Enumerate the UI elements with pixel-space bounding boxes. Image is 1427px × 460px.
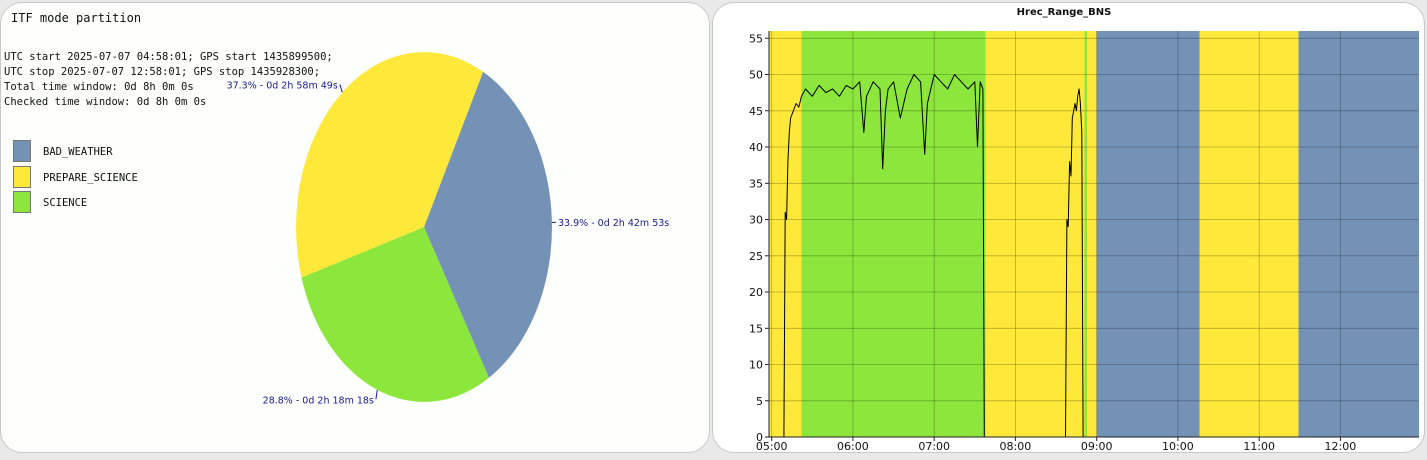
legend-swatch-science bbox=[13, 191, 31, 213]
legend-label-science: SCIENCE bbox=[43, 197, 88, 209]
pie-slice-bad-weather bbox=[424, 71, 552, 378]
line-chart: Hrec_Range_BNS 0 5 10 15 20 25 30 35 40 45 50 55 05… bbox=[749, 7, 1419, 452]
pie-label-prepare-science: 37.3% - 0d 2h 58m 49s bbox=[227, 81, 338, 92]
legend-label-prepare-science: PREPARE_SCIENCE bbox=[43, 172, 138, 184]
utc-stop-info: UTC stop 2025-07-07 12:58:01; GPS stop 1… bbox=[4, 66, 321, 78]
y-tick-label-35: 35 bbox=[749, 177, 763, 190]
line-chart-title: Hrec_Range_BNS bbox=[1017, 7, 1112, 18]
x-tick-label-11-00: 11:00 bbox=[1243, 440, 1275, 452]
x-tick-label-07-00: 07:00 bbox=[918, 440, 950, 452]
y-tick-label-55: 55 bbox=[749, 32, 763, 45]
x-tick-label-06-00: 06:00 bbox=[837, 440, 869, 452]
pie-label-science: 28.8% - 0d 2h 18m 18s bbox=[263, 395, 374, 406]
series-line-segment-2 bbox=[1065, 88, 1084, 438]
y-tick-label-45: 45 bbox=[749, 105, 763, 118]
y-tick-label-20: 20 bbox=[749, 286, 763, 299]
pie-label-leader-prepare-science bbox=[339, 84, 343, 93]
line-panel: Hrec_Range_BNS 0 5 10 15 20 25 30 35 40 45 50 55 05… bbox=[712, 2, 1425, 453]
pie-label-leader-science bbox=[375, 389, 378, 400]
x-tick-label-09-00: 09:00 bbox=[1081, 440, 1113, 452]
mode-band-bad-weather-7 bbox=[1298, 31, 1419, 437]
y-tick-label-5: 5 bbox=[756, 395, 763, 408]
pie-slice-prepare-science bbox=[296, 52, 484, 278]
mode-band-prepare-science-6 bbox=[1199, 31, 1299, 437]
mode-band-science-3 bbox=[1084, 31, 1088, 437]
total-window-info: Total time window: 0d 8h 0m 0s bbox=[4, 81, 194, 93]
mode-band-prepare-science-2 bbox=[985, 31, 1085, 437]
x-tick-label-10-00: 10:00 bbox=[1162, 440, 1194, 452]
checked-window-info: Checked time window: 0d 8h 0m 0s bbox=[4, 96, 207, 108]
x-tick-label-08-00: 08:00 bbox=[1000, 440, 1032, 452]
x-tick-label-05-00: 05:00 bbox=[756, 440, 788, 452]
pie-label-bad-weather: 33.9% - 0d 2h 42m 53s bbox=[558, 218, 669, 229]
y-tick-label-10: 10 bbox=[749, 359, 763, 372]
y-tick-label-15: 15 bbox=[749, 322, 763, 335]
y-tick-label-25: 25 bbox=[749, 250, 763, 263]
y-tick-label-30: 30 bbox=[749, 214, 763, 227]
legend-swatch-prepare-science bbox=[13, 166, 31, 188]
series-line-segment-1 bbox=[783, 74, 985, 438]
utc-start-info: UTC start 2025-07-07 04:58:01; GPS start… bbox=[4, 51, 333, 63]
pie-panel: ITF mode partition UTC start 2025-07-07 … bbox=[0, 2, 710, 453]
pie-chart: 33.9% - 0d 2h 42m 53s 28.8% - 0d 2h 18m 1… bbox=[227, 52, 669, 406]
legend-swatch-bad-weather bbox=[13, 140, 31, 162]
mode-band-prepare-science-4 bbox=[1087, 31, 1097, 437]
y-tick-label-50: 50 bbox=[749, 69, 763, 82]
x-tick-label-12-00: 12:00 bbox=[1325, 440, 1357, 452]
y-tick-label-40: 40 bbox=[749, 141, 763, 154]
pie-slice-science bbox=[301, 227, 489, 402]
pie-chart-title: ITF mode partition bbox=[11, 11, 142, 25]
legend-label-bad-weather: BAD_WEATHER bbox=[43, 146, 113, 158]
mode-band-science-1 bbox=[801, 31, 986, 437]
y-tick-label-0: 0 bbox=[756, 431, 763, 444]
mode-band-bad-weather-5 bbox=[1096, 31, 1200, 437]
